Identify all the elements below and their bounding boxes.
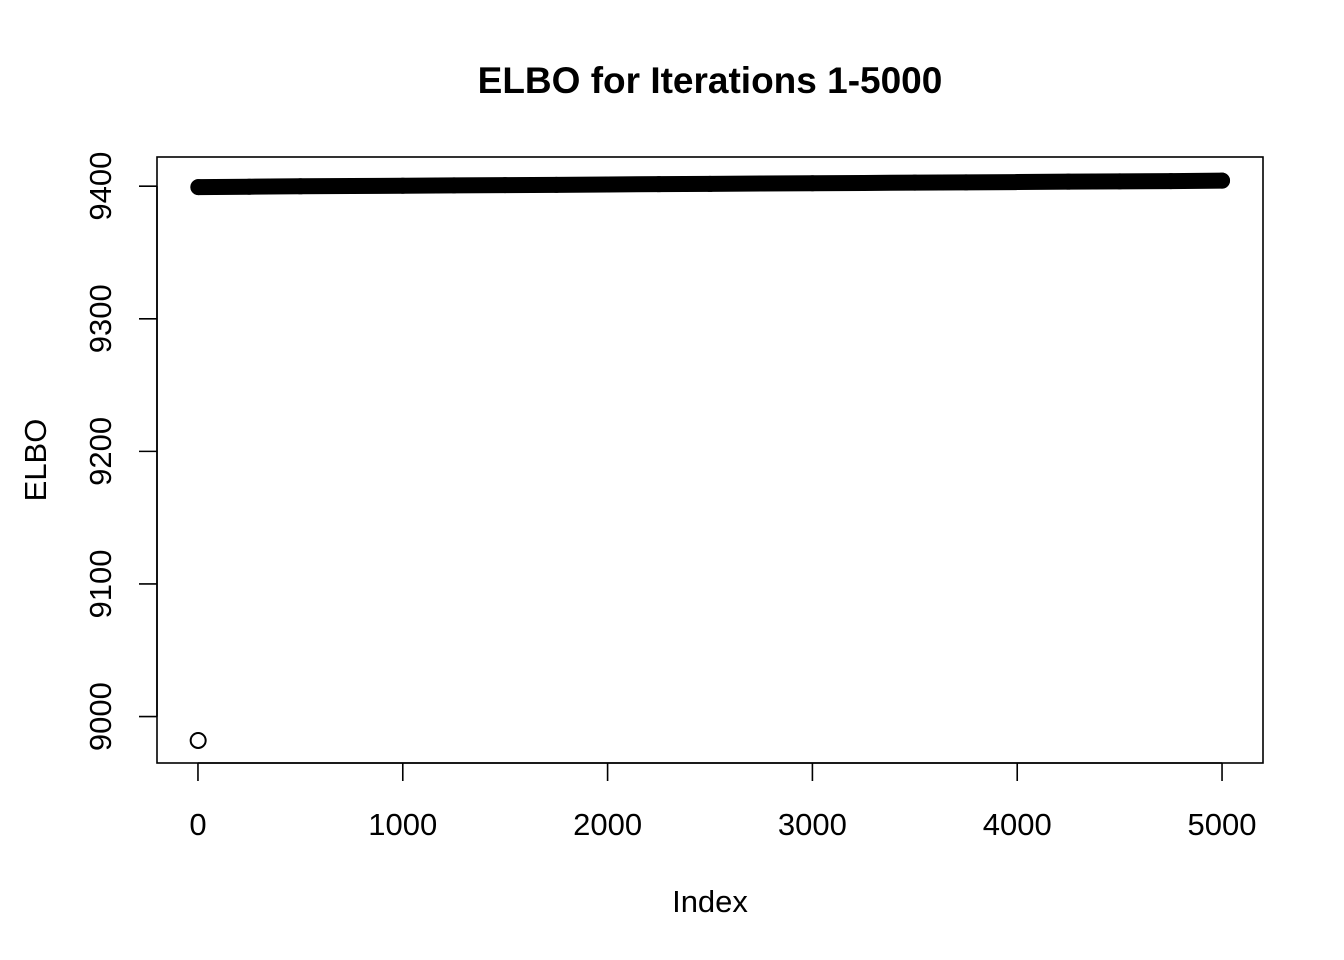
plot-frame <box>156 156 1264 764</box>
y-tick-label: 9000 <box>83 682 118 751</box>
x-tick-label: 5000 <box>1188 807 1257 842</box>
data-point <box>548 176 565 193</box>
data-point <box>1162 173 1179 190</box>
data-point <box>804 175 821 192</box>
data-point <box>702 175 718 192</box>
data-point <box>958 174 975 191</box>
outlier-point <box>189 731 207 749</box>
data-point <box>343 178 360 195</box>
x-tick-label: 0 <box>189 807 206 842</box>
y-tick-label: 9100 <box>83 550 118 619</box>
data-point <box>497 177 514 194</box>
x-tick-label: 1000 <box>368 807 437 842</box>
data-point <box>292 178 309 195</box>
x-tick-label: 3000 <box>778 807 847 842</box>
elbo-points-band <box>190 172 1231 196</box>
data-point <box>906 174 923 191</box>
data-point <box>855 174 872 191</box>
data-point <box>394 177 411 194</box>
data-point <box>1060 173 1077 190</box>
x-tick-label: 2000 <box>573 807 642 842</box>
y-tick-label: 9300 <box>83 284 118 353</box>
y-tick-label: 9200 <box>83 417 118 486</box>
x-tick-label: 4000 <box>983 807 1052 842</box>
data-point <box>599 176 616 193</box>
x-axis-title: Index <box>672 884 748 919</box>
data-point <box>650 176 667 193</box>
y-axis: 9000 9100 9200 9300 9400 <box>83 152 158 751</box>
y-tick-label: 9400 <box>83 152 118 221</box>
data-point <box>190 179 207 196</box>
data-point <box>1111 173 1128 190</box>
data-point <box>1214 172 1231 189</box>
data-points <box>189 172 1231 749</box>
x-axis: 0 1000 2000 3000 4000 5000 <box>189 762 1257 842</box>
data-point <box>1009 174 1026 191</box>
chart-title: ELBO for Iterations 1-5000 <box>478 60 943 101</box>
data-point <box>753 175 770 192</box>
data-point <box>445 177 462 194</box>
y-axis-title: ELBO <box>18 419 53 502</box>
data-point <box>241 178 258 195</box>
